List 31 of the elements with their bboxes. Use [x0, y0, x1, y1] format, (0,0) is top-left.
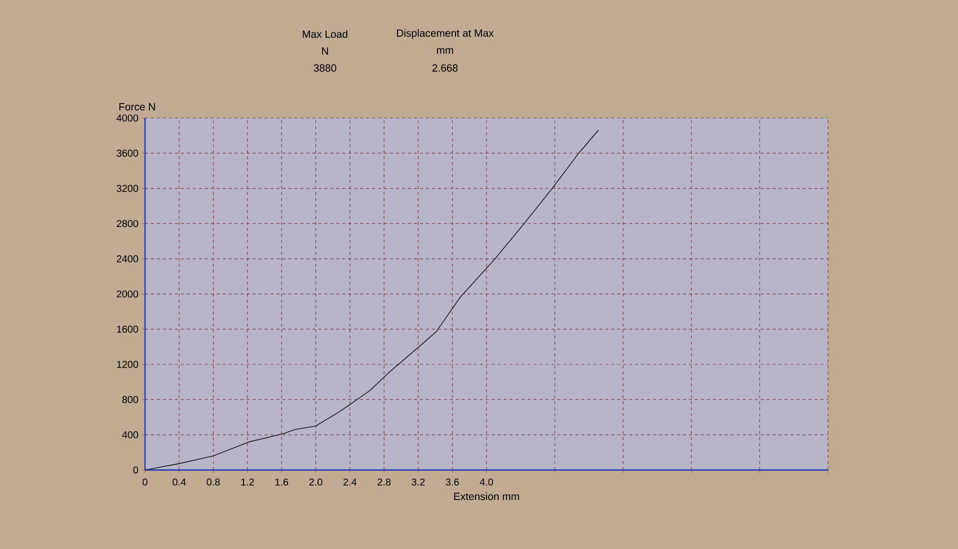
x-tick-label: 0.8 — [206, 478, 220, 486]
x-axis-title: Extension mm — [454, 492, 519, 500]
x-tick-label: 3.2 — [412, 478, 425, 486]
y-tick-label: 2000 — [116, 290, 138, 298]
text: Max Load — [302, 30, 348, 38]
y-tick-label: 1600 — [117, 326, 138, 333]
y-tick-label: 2400 — [116, 255, 138, 262]
y-tick-label: 0 — [133, 466, 138, 474]
x-tick-label: 3.6 — [446, 478, 459, 486]
x-tick-label: 2.0 — [309, 478, 322, 486]
x-tick-label: 1.2 — [241, 478, 254, 486]
text: mm — [436, 48, 454, 54]
y-tick-label: 4000 — [116, 114, 138, 122]
text: 2.668 — [432, 64, 458, 72]
y-axis-title: Force N — [119, 103, 155, 110]
x-tick-label: 1.6 — [275, 478, 288, 486]
y-tick-label: 2800 — [116, 220, 138, 228]
text: 3880 — [314, 64, 336, 72]
y-tick-label: 400 — [122, 431, 138, 438]
y-tick-label: 3600 — [116, 150, 138, 157]
text: Displacement at Max — [397, 29, 494, 39]
y-tick-label: 3200 — [116, 184, 138, 192]
y-tick-label: 1200 — [117, 360, 138, 368]
x-tick-label: 2.8 — [378, 478, 391, 486]
x-tick-label: 4.0 — [480, 478, 494, 486]
x-tick-label: 0 — [142, 478, 148, 486]
x-tick-label: 2.4 — [343, 478, 357, 486]
y-tick-label: 800 — [122, 396, 138, 404]
text: N — [322, 47, 328, 55]
line-series — [144, 130, 599, 470]
x-tick-label: 0.4 — [172, 478, 186, 486]
